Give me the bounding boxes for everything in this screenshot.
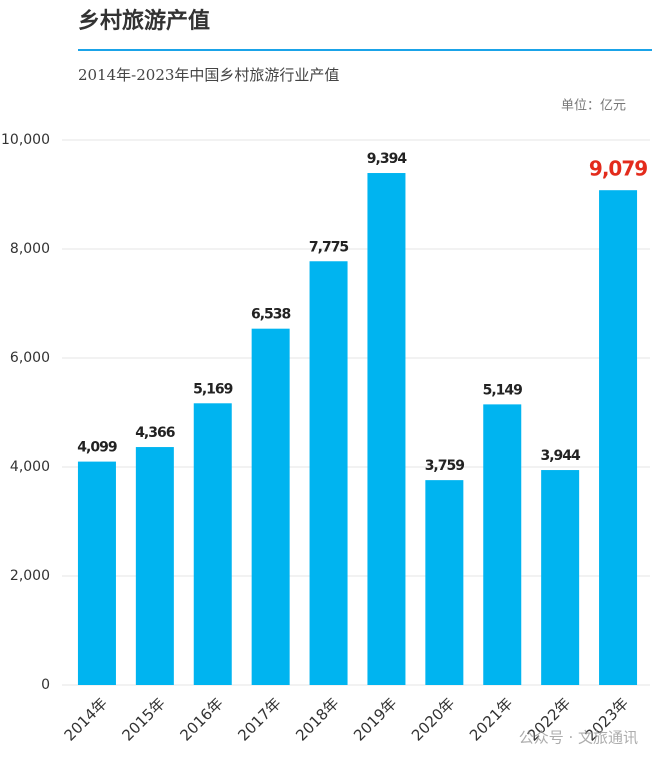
value-label: 5,169 (193, 381, 233, 397)
value-label: 3,759 (425, 458, 465, 474)
chart-title: 乡村旅游产值 (78, 8, 210, 34)
value-label: 9,079 (589, 157, 647, 181)
bar (309, 261, 348, 685)
bar (77, 461, 116, 685)
chart-subtitle: 2014年-2023年中国乡村旅游行业产值 (78, 66, 339, 84)
x-tick-label: 2021年 (466, 694, 516, 744)
bar (425, 480, 464, 685)
bar (193, 403, 232, 685)
y-tick-label: 4,000 (10, 459, 50, 475)
bar (251, 328, 290, 685)
x-tick-label: 2017年 (234, 694, 284, 744)
bar (135, 447, 174, 685)
bar (599, 190, 638, 685)
x-tick-label: 2014年 (61, 694, 111, 744)
x-tick-label: 2016年 (176, 694, 226, 744)
y-tick-label: 6,000 (10, 350, 50, 366)
value-label: 9,394 (367, 151, 408, 167)
value-label: 4,366 (135, 425, 175, 441)
y-tick-label: 0 (41, 677, 50, 693)
watermark: 公众号 · 文旅通讯 (519, 729, 638, 747)
value-label: 5,149 (483, 382, 523, 398)
bar (367, 173, 406, 686)
y-tick-label: 10,000 (1, 132, 50, 148)
x-tick-label: 2018年 (292, 694, 342, 744)
y-tick-label: 2,000 (10, 568, 50, 584)
unit-note: 单位：亿元 (561, 99, 626, 114)
bar (483, 404, 522, 685)
value-label: 7,775 (309, 239, 349, 255)
y-tick-label: 8,000 (10, 241, 50, 257)
value-label: 3,944 (541, 448, 582, 464)
bar (541, 470, 580, 685)
x-tick-label: 2019年 (350, 694, 400, 744)
x-tick-label: 2015年 (119, 694, 169, 744)
x-tick-label: 2020年 (408, 694, 458, 744)
value-label: 6,538 (251, 307, 291, 323)
value-label: 4,099 (77, 440, 117, 456)
